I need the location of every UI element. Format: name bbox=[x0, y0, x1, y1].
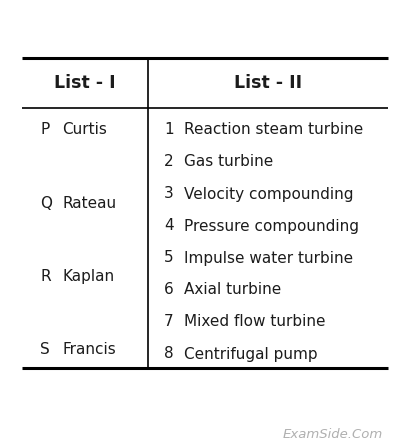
Text: 4: 4 bbox=[164, 219, 173, 233]
Text: 5: 5 bbox=[164, 250, 173, 266]
Text: Q: Q bbox=[40, 196, 52, 211]
Text: Impulse water turbine: Impulse water turbine bbox=[183, 250, 352, 266]
Text: Francis: Francis bbox=[62, 342, 115, 358]
Text: S: S bbox=[40, 342, 50, 358]
Text: Centrifugal pump: Centrifugal pump bbox=[183, 346, 317, 362]
Text: Axial turbine: Axial turbine bbox=[183, 283, 281, 298]
Text: Gas turbine: Gas turbine bbox=[183, 155, 273, 169]
Text: Kaplan: Kaplan bbox=[62, 269, 114, 284]
Text: Mixed flow turbine: Mixed flow turbine bbox=[183, 315, 325, 329]
Text: List - II: List - II bbox=[233, 74, 301, 92]
Text: Velocity compounding: Velocity compounding bbox=[183, 186, 353, 202]
Text: List - I: List - I bbox=[54, 74, 115, 92]
Text: 6: 6 bbox=[164, 283, 173, 298]
Text: 7: 7 bbox=[164, 315, 173, 329]
Text: 3: 3 bbox=[164, 186, 173, 202]
Text: Pressure compounding: Pressure compounding bbox=[183, 219, 358, 233]
Text: ExamSide.Com: ExamSide.Com bbox=[282, 429, 382, 442]
Text: Curtis: Curtis bbox=[62, 122, 107, 138]
Text: Rateau: Rateau bbox=[62, 196, 116, 211]
Text: 1: 1 bbox=[164, 122, 173, 138]
Text: 8: 8 bbox=[164, 346, 173, 362]
Text: R: R bbox=[40, 269, 51, 284]
Text: 2: 2 bbox=[164, 155, 173, 169]
Text: Reaction steam turbine: Reaction steam turbine bbox=[183, 122, 362, 138]
Text: P: P bbox=[40, 122, 49, 138]
